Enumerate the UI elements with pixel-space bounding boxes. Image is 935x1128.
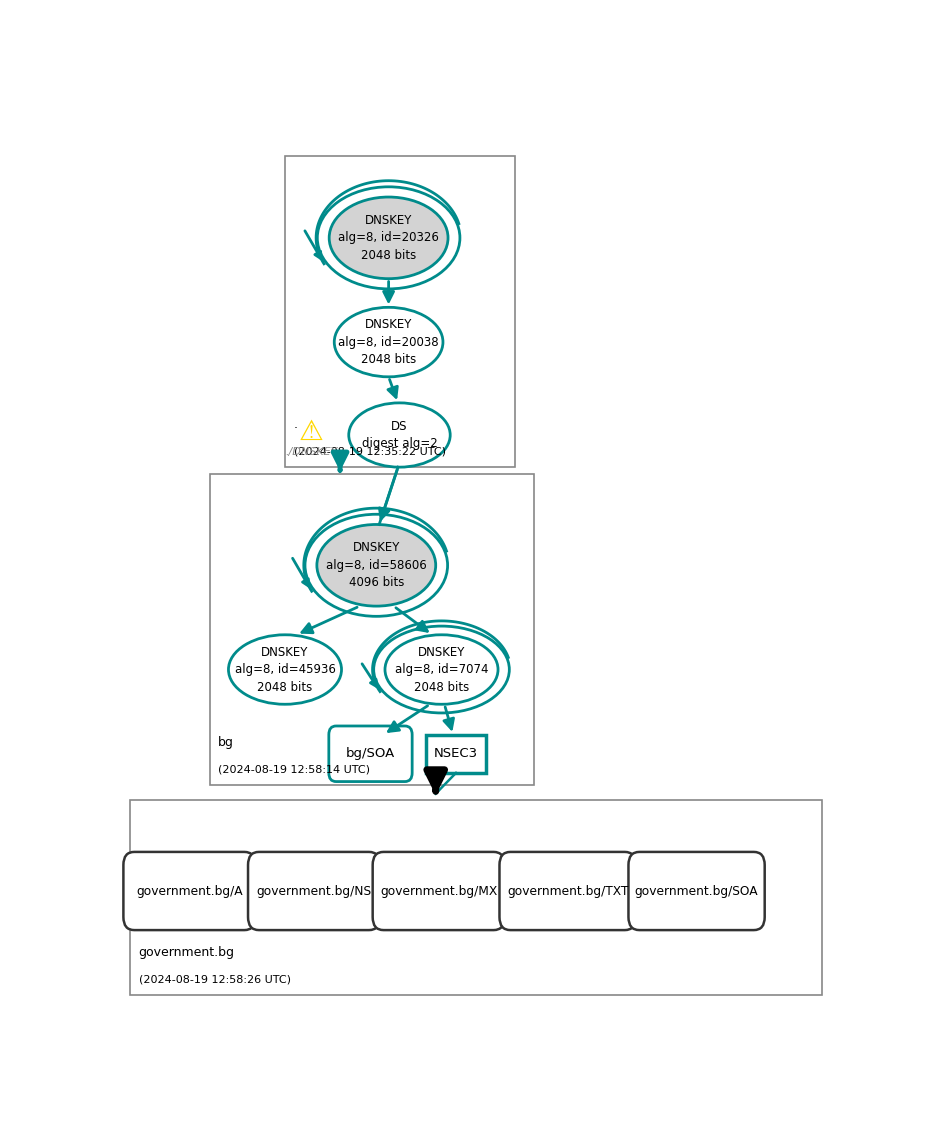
Ellipse shape	[349, 403, 451, 467]
Text: (2024-08-19 12:35:22 UTC): (2024-08-19 12:35:22 UTC)	[294, 447, 446, 457]
Text: government.bg/TXT: government.bg/TXT	[507, 884, 628, 898]
FancyBboxPatch shape	[329, 726, 412, 782]
Bar	[426, 734, 485, 773]
Text: DNSKEY
alg=8, id=45936
2048 bits: DNSKEY alg=8, id=45936 2048 bits	[235, 645, 336, 694]
Text: DNSKEY
alg=8, id=20326
2048 bits: DNSKEY alg=8, id=20326 2048 bits	[338, 214, 439, 262]
Text: government.bg/NS: government.bg/NS	[256, 884, 371, 898]
Text: DNSKEY
alg=8, id=20038
2048 bits: DNSKEY alg=8, id=20038 2048 bits	[338, 318, 439, 367]
Text: government.bg/A: government.bg/A	[136, 884, 243, 898]
FancyBboxPatch shape	[123, 852, 255, 931]
FancyBboxPatch shape	[248, 852, 380, 931]
Text: ⚠: ⚠	[298, 418, 324, 447]
Ellipse shape	[228, 635, 341, 704]
Text: (2024-08-19 12:58:14 UTC): (2024-08-19 12:58:14 UTC)	[218, 765, 370, 775]
Text: government.bg/SOA: government.bg/SOA	[635, 884, 758, 898]
Text: (2024-08-19 12:58:26 UTC): (2024-08-19 12:58:26 UTC)	[138, 975, 291, 985]
Text: bg: bg	[218, 735, 234, 749]
FancyBboxPatch shape	[373, 852, 505, 931]
Text: NSEC3: NSEC3	[434, 747, 478, 760]
FancyBboxPatch shape	[628, 852, 765, 931]
Text: government.bg: government.bg	[138, 945, 235, 959]
Ellipse shape	[335, 307, 443, 377]
FancyBboxPatch shape	[209, 474, 534, 785]
Text: DNSKEY
alg=8, id=7074
2048 bits: DNSKEY alg=8, id=7074 2048 bits	[395, 645, 488, 694]
FancyBboxPatch shape	[285, 156, 515, 467]
Text: government.bg/MX: government.bg/MX	[380, 884, 497, 898]
Ellipse shape	[329, 197, 448, 279]
Text: DNSKEY
alg=8, id=58606
4096 bits: DNSKEY alg=8, id=58606 4096 bits	[326, 541, 426, 589]
FancyBboxPatch shape	[499, 852, 636, 931]
Text: DS
digest alg=2: DS digest alg=2	[362, 420, 438, 450]
Text: bg/SOA: bg/SOA	[346, 747, 396, 760]
Ellipse shape	[385, 635, 498, 704]
Text: ./DNSKEY: ./DNSKEY	[285, 447, 338, 457]
Ellipse shape	[317, 525, 436, 606]
Text: .: .	[294, 417, 297, 431]
FancyBboxPatch shape	[130, 800, 822, 995]
